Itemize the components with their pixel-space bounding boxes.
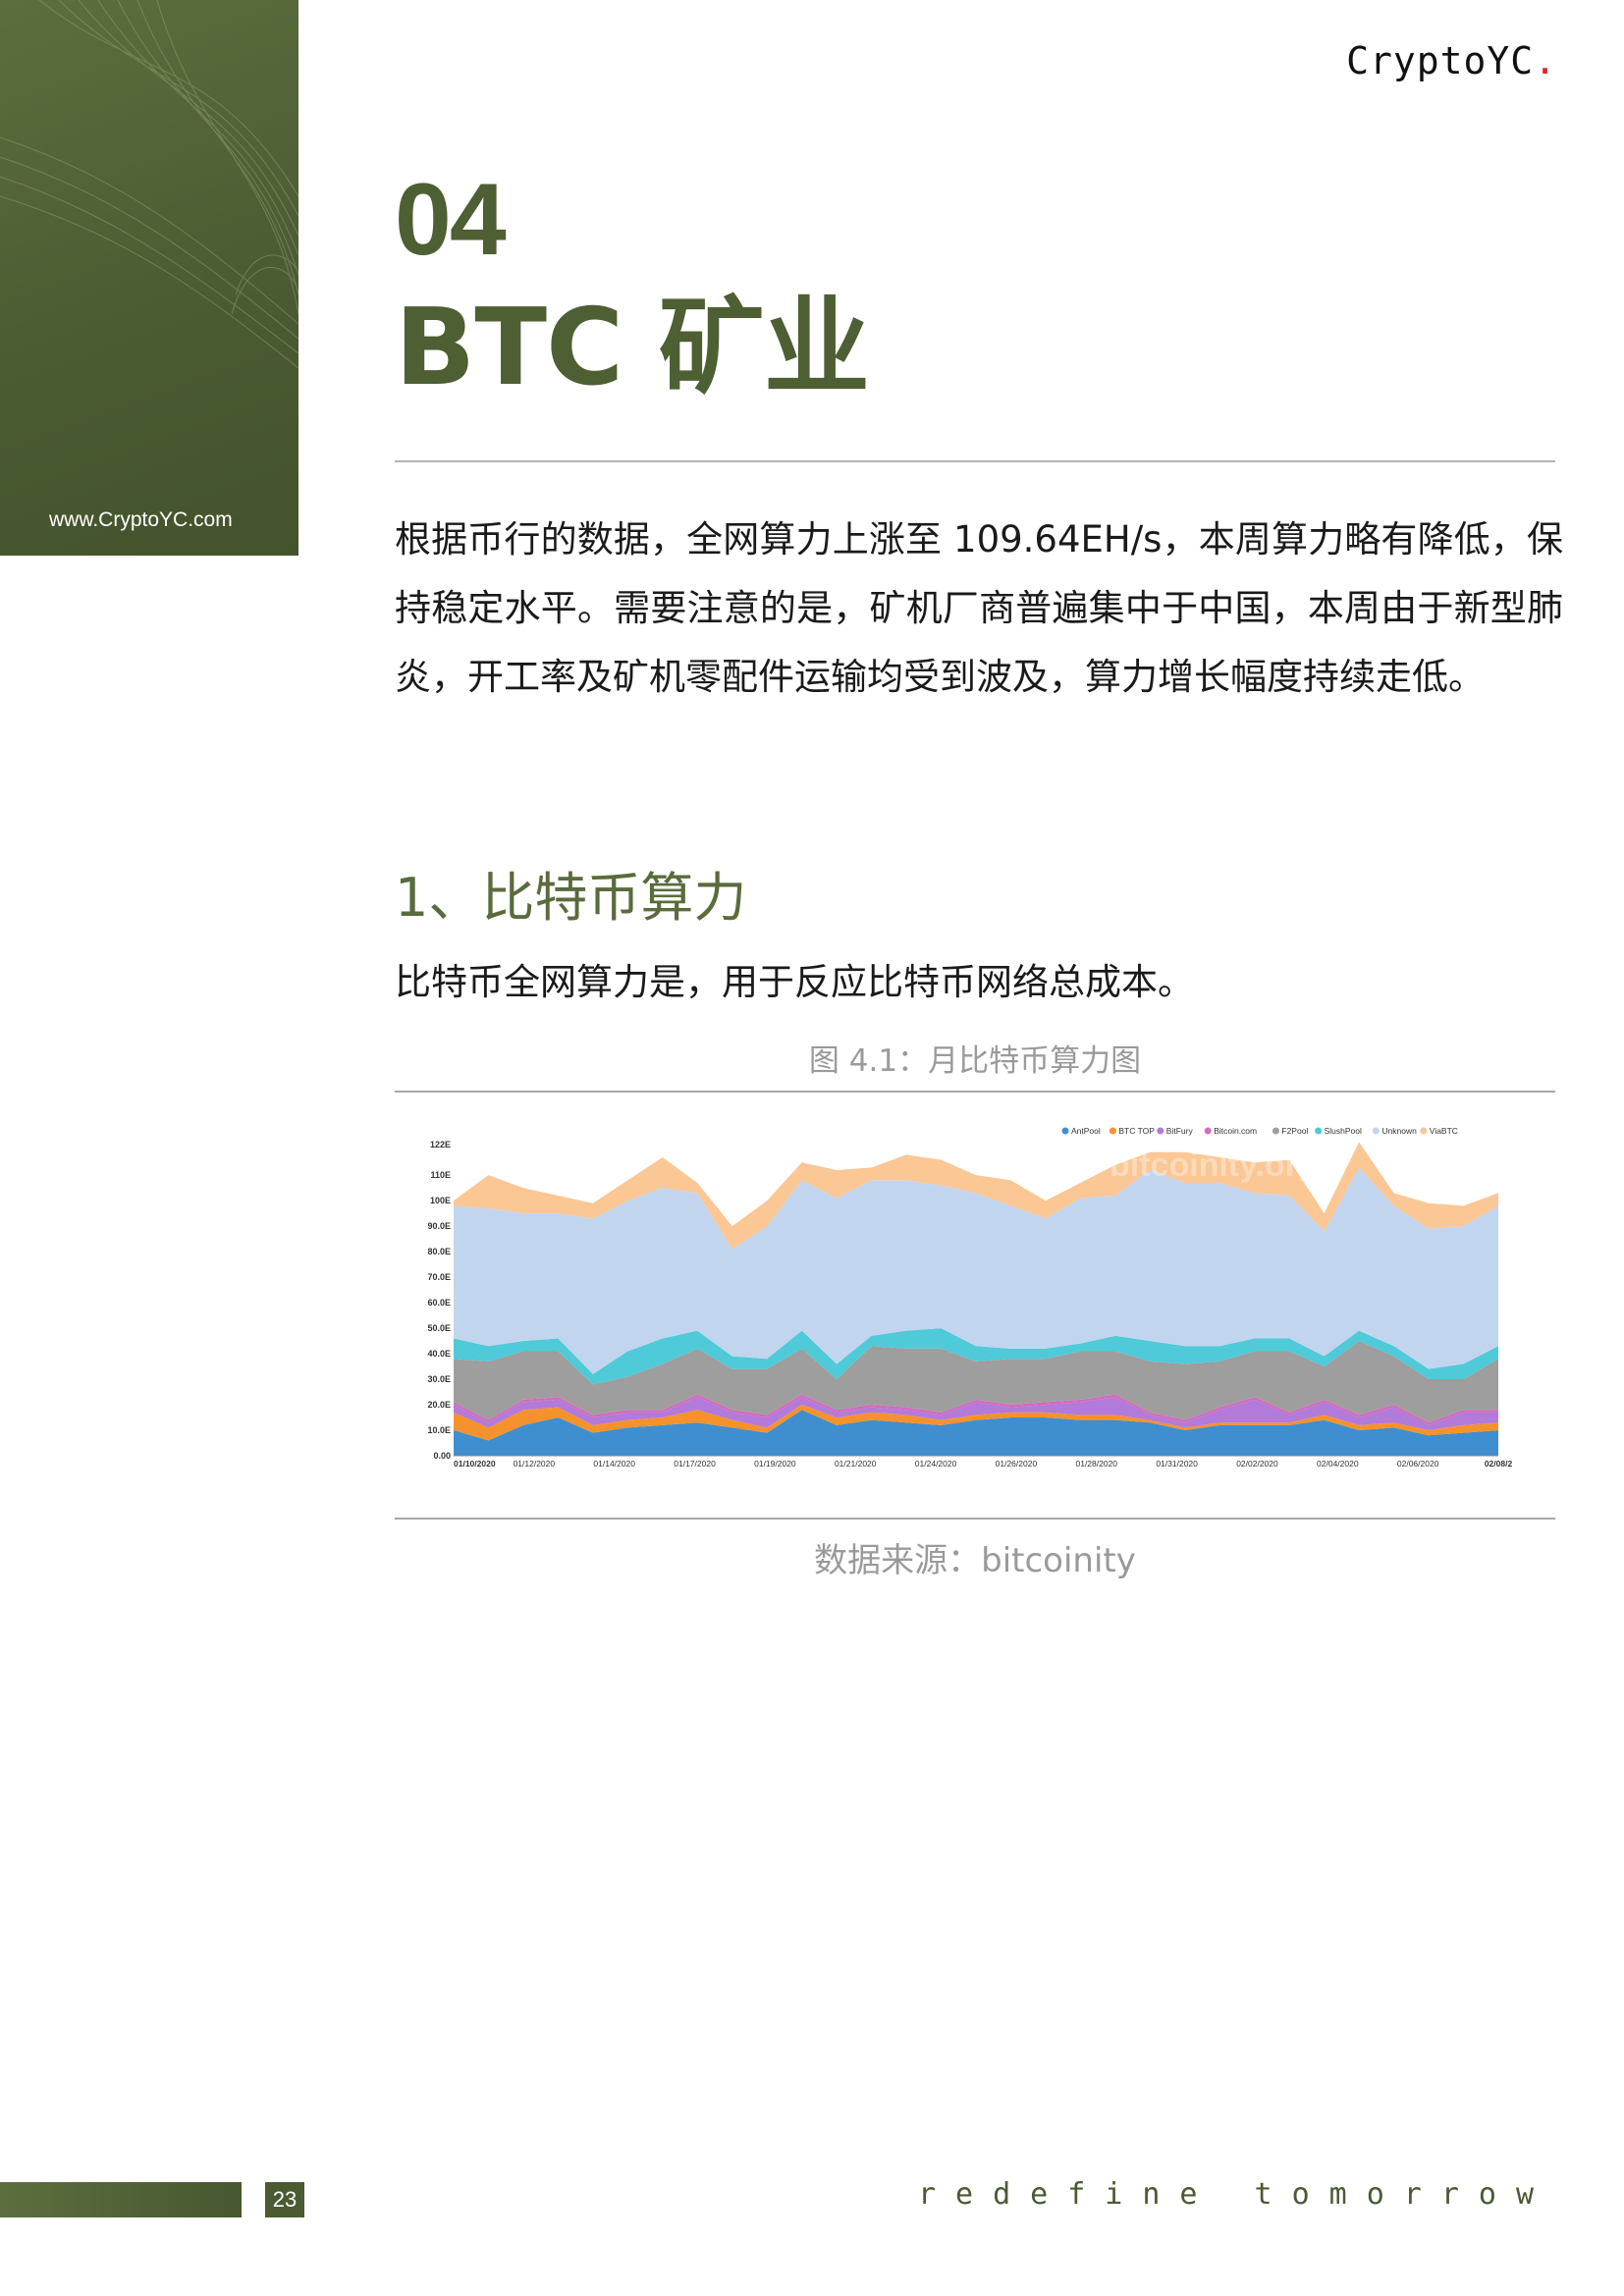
y-tick-label: 70.0E [427,1272,451,1282]
x-tick-label: 01/31/2020 [1156,1459,1198,1468]
y-tick-label: 50.0E [427,1323,451,1333]
x-tick-label: 02/04/2020 [1317,1459,1359,1468]
y-tick-label: 40.0E [427,1349,451,1359]
x-tick-label: 01/10/2020 [454,1459,496,1468]
y-tick-label: 122E [430,1140,451,1149]
x-tick-label: 01/21/2020 [835,1459,877,1468]
hashrate-chart: 0.00 10.0E 20.0E 30.0E 40.0E 50.0E 60.0E 70.0E 8… [422,1119,1538,1488]
x-tick-label: 01/17/2020 [674,1459,716,1468]
area-series-bitfury [454,1397,1498,1431]
x-tick-label: 02/02/2020 [1236,1459,1278,1468]
legend-swatch [1420,1127,1428,1135]
data-source-note: 数据来源：bitcoinity [814,1541,1136,1580]
legend-swatch [1109,1127,1116,1135]
section-heading: 1、比特币算力 [395,867,747,929]
y-tick-label: 0.00 [433,1451,451,1461]
legend-label: SlushPool [1325,1126,1362,1136]
chart-watermark: bitcoinity.org [1110,1147,1319,1184]
hashrate-chart-svg: 0.00 10.0E 20.0E 30.0E 40.0E 50.0E 60.0E 70.0E 8… [422,1119,1538,1488]
legend-swatch [1204,1127,1212,1135]
brand-logo: CryptoYC. [1346,39,1557,82]
legend-label: ViaBTC [1430,1126,1458,1136]
area-series-slushpool [454,1328,1498,1385]
chapter-title: BTC 矿业 [395,287,870,409]
legend-label: F2Pool [1281,1126,1308,1136]
legend-label: BitFury [1166,1126,1194,1136]
x-tick-label: 01/24/2020 [915,1459,957,1468]
figure-bottom-rule [395,1518,1555,1520]
x-tick-label: 01/19/2020 [754,1459,796,1468]
legend-swatch [1372,1127,1380,1135]
area-series-unknown [454,1167,1498,1374]
legend-label: Bitcoin.com [1214,1126,1257,1136]
legend-swatch [1315,1127,1323,1135]
x-tick-label: 01/26/2020 [996,1459,1038,1468]
title-divider [395,460,1555,462]
x-tick-label: 01/14/2020 [593,1459,635,1468]
brand-dot: . [1534,39,1557,82]
intro-paragraph: 根据币行的数据，全网算力上涨至 109.64EH/s，本周算力略有降低，保持稳定… [395,518,1563,698]
legend-swatch [1061,1127,1069,1135]
legend-label: BTC TOP [1118,1126,1155,1136]
y-tick-label: 60.0E [427,1298,451,1308]
y-tick-label: 90.0E [427,1221,451,1231]
section-description: 比特币全网算力是，用于反应比特币网络总成本。 [395,961,1194,1003]
legend-label: Unknown [1381,1126,1417,1136]
area-series-bitcoin-com [454,1394,1498,1425]
y-tick-label: 110E [430,1170,451,1180]
footer-tagline: redefine tomorrow [917,2177,1553,2212]
x-tick-label: 01/12/2020 [514,1459,556,1468]
figure-top-rule [395,1091,1555,1093]
wave-lines-decoration [0,0,298,369]
website-url[interactable]: www.CryptoYC.com [49,508,233,531]
side-decor-panel: www.CryptoYC.com [0,0,298,556]
page-number: 23 [265,2182,304,2217]
brand-name: CryptoYC [1346,39,1535,82]
x-tick-label: 01/28/2020 [1075,1459,1117,1468]
legend-swatch [1272,1127,1279,1135]
y-tick-label: 30.0E [427,1374,451,1384]
legend-swatch [1157,1127,1164,1135]
figure-caption: 图 4.1：月比特币算力图 [808,1043,1142,1079]
footer-bar [0,2182,242,2217]
y-tick-label: 100E [430,1196,451,1205]
y-tick-label: 20.0E [427,1400,451,1410]
legend-label: AntPool [1071,1126,1101,1136]
x-tick-label: 02/08/2 [1485,1459,1513,1468]
area-series-viabtc [454,1142,1498,1250]
y-tick-label: 10.0E [427,1425,451,1435]
area-series-antpool [454,1410,1498,1456]
y-tick-label: 80.0E [427,1247,451,1256]
chapter-number: 04 [395,163,507,277]
x-tick-label: 02/06/2020 [1397,1459,1439,1468]
